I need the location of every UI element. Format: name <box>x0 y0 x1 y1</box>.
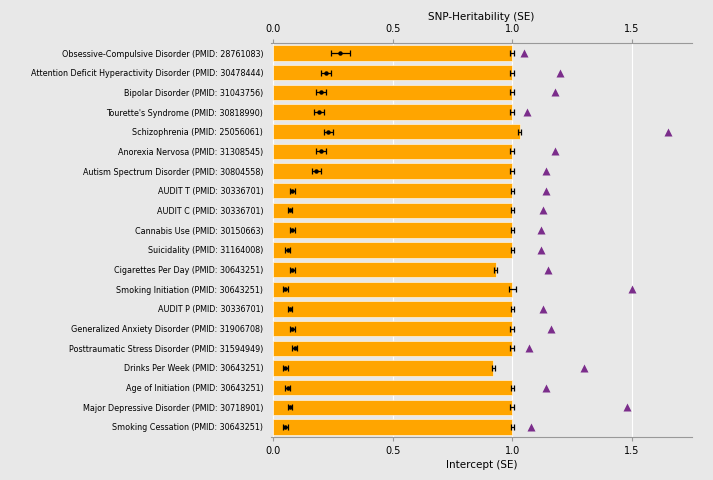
Bar <box>273 46 513 60</box>
Bar <box>273 242 513 257</box>
Bar <box>273 420 513 434</box>
Bar <box>273 301 513 316</box>
Bar <box>273 85 513 100</box>
Bar <box>273 144 513 159</box>
Bar <box>273 65 513 80</box>
Bar <box>273 183 513 198</box>
Bar <box>273 203 513 218</box>
Bar <box>273 223 513 238</box>
Bar <box>273 360 493 375</box>
Bar <box>273 380 513 395</box>
X-axis label: SNP-Heritability (SE): SNP-Heritability (SE) <box>428 12 535 22</box>
Bar <box>273 400 513 415</box>
Bar <box>273 124 520 139</box>
X-axis label: Intercept (SE): Intercept (SE) <box>446 460 517 470</box>
Bar <box>273 282 513 297</box>
Bar <box>273 262 496 277</box>
Bar <box>273 105 513 120</box>
Bar <box>273 321 513 336</box>
Bar <box>273 341 513 356</box>
Bar <box>273 164 513 179</box>
